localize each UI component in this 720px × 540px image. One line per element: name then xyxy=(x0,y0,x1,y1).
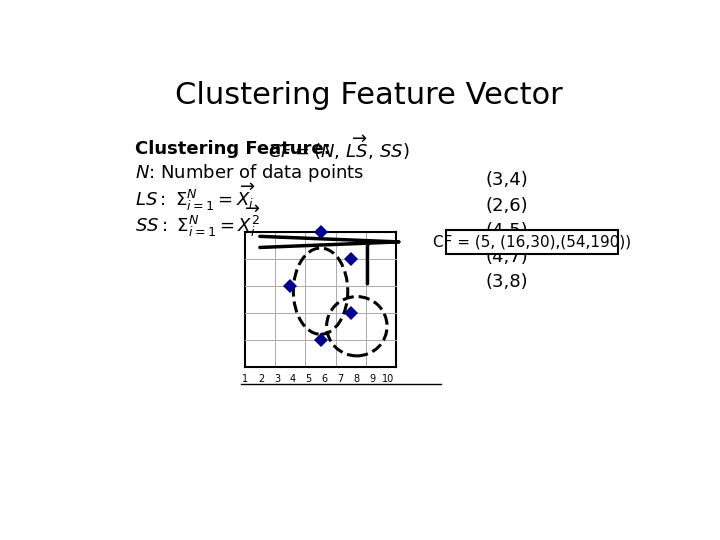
Text: Clustering Feature Vector: Clustering Feature Vector xyxy=(175,81,563,110)
Text: $SS{:}\ \Sigma_{i=1}^{N}=\overrightarrow{X_i^2}$: $SS{:}\ \Sigma_{i=1}^{N}=\overrightarrow… xyxy=(135,204,261,239)
Text: 5: 5 xyxy=(306,374,312,384)
Text: CF = (5, (16,30),(54,190)): CF = (5, (16,30),(54,190)) xyxy=(433,234,631,249)
Text: (4,5): (4,5) xyxy=(485,222,528,240)
Text: $N$: Number of data points: $N$: Number of data points xyxy=(135,161,364,184)
FancyBboxPatch shape xyxy=(446,230,618,254)
Text: (4,7): (4,7) xyxy=(485,247,528,266)
Text: Clustering Feature:: Clustering Feature: xyxy=(135,140,330,159)
Text: (2,6): (2,6) xyxy=(485,197,528,215)
Text: (3,4): (3,4) xyxy=(485,171,528,190)
Text: 2: 2 xyxy=(258,374,264,384)
Text: 9: 9 xyxy=(369,374,376,384)
Text: 8: 8 xyxy=(354,374,360,384)
Text: 10: 10 xyxy=(382,374,395,384)
Text: $LS{:}\ \Sigma_{i=1}^{N}=\overrightarrow{X_i}$: $LS{:}\ \Sigma_{i=1}^{N}=\overrightarrow… xyxy=(135,181,256,213)
Text: $CF = (N,\, \overrightarrow{LS},\, SS)$: $CF = (N,\, \overrightarrow{LS},\, SS)$ xyxy=(269,133,410,163)
Text: 3: 3 xyxy=(274,374,280,384)
Text: 4: 4 xyxy=(289,374,296,384)
Text: 6: 6 xyxy=(322,374,328,384)
Text: (3,8): (3,8) xyxy=(485,273,528,291)
Text: 1: 1 xyxy=(242,374,248,384)
Text: 7: 7 xyxy=(338,374,344,384)
